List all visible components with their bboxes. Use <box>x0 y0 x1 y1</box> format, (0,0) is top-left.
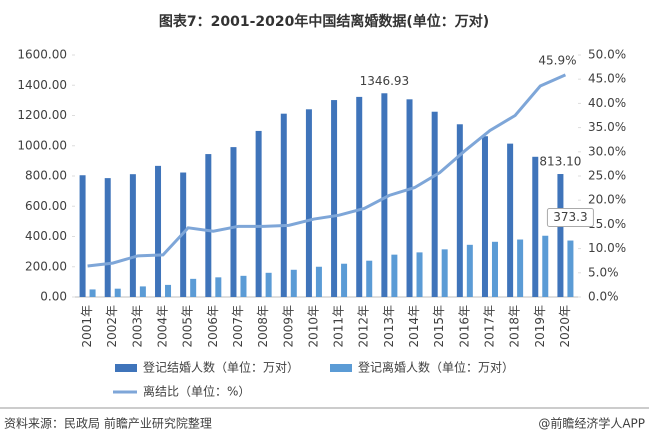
y-tick-label: 1200.00 <box>17 108 67 122</box>
y2-tick-label: 45.0% <box>588 72 626 86</box>
x-tick-label: 2004年 <box>156 305 170 348</box>
bar <box>265 272 272 297</box>
data-label: 45.9% <box>538 53 576 67</box>
bar <box>557 174 564 297</box>
x-tick-label: 2013年 <box>382 305 396 348</box>
y2-tick-label: 35.0% <box>588 120 626 134</box>
bar <box>190 278 197 297</box>
y2-tick-label: 0.0% <box>588 290 619 304</box>
x-tick-label: 2019年 <box>533 305 547 348</box>
bar <box>139 286 146 297</box>
credit: @前瞻经济学人APP <box>538 416 645 431</box>
data-label: 373.3 <box>553 210 587 224</box>
legend-swatch <box>115 364 137 372</box>
bar <box>315 266 322 297</box>
y2-tick-label: 25.0% <box>588 169 626 183</box>
bar <box>532 156 539 297</box>
legend-label: 登记结婚人数（单位：万对） <box>143 360 299 375</box>
x-tick-label: 2015年 <box>432 305 446 348</box>
x-tick-label: 2008年 <box>256 305 270 348</box>
bar <box>341 263 348 297</box>
bar <box>381 93 388 297</box>
bar <box>567 240 574 297</box>
bar <box>517 239 524 297</box>
bar <box>466 244 473 297</box>
chart-title: 图表7：2001-2020年中国结离婚数据(单位：万对) <box>159 13 489 30</box>
x-tick-label: 2002年 <box>105 305 119 348</box>
legend-label: 登记离婚人数（单位：万对） <box>358 360 514 375</box>
y2-tick-label: 10.0% <box>588 241 626 255</box>
y-tick-label: 200.00 <box>25 259 67 273</box>
y2-tick-label: 5.0% <box>588 265 619 279</box>
y-tick-label: 1000.00 <box>17 138 67 152</box>
x-tick-label: 2016年 <box>457 305 471 348</box>
x-tick-label: 2003年 <box>130 305 144 348</box>
bar <box>230 147 237 297</box>
bar <box>129 174 136 297</box>
bar <box>331 100 338 297</box>
bar <box>114 288 121 297</box>
y-tick-label: 800.00 <box>25 169 67 183</box>
y2-tick-label: 15.0% <box>588 217 626 231</box>
x-tick-label: 2020年 <box>558 305 572 348</box>
bar <box>305 109 312 297</box>
bar <box>542 235 549 297</box>
bar <box>89 289 96 297</box>
bar <box>481 136 488 297</box>
x-tick-label: 2010年 <box>306 305 320 348</box>
bar <box>290 269 297 297</box>
bar <box>431 111 438 297</box>
x-tick-label: 2012年 <box>357 305 371 348</box>
y2-tick-label: 40.0% <box>588 96 626 110</box>
bar <box>456 124 463 298</box>
y2-tick-label: 50.0% <box>588 48 626 62</box>
y2-tick-label: 30.0% <box>588 144 626 158</box>
bar <box>441 249 448 297</box>
bar <box>491 241 498 297</box>
data-label: 1346.93 <box>360 74 410 88</box>
bar <box>366 260 373 297</box>
x-tick-label: 2006年 <box>206 305 220 348</box>
y-tick-label: 0.00 <box>40 290 67 304</box>
bar <box>507 143 514 297</box>
y-tick-label: 1600.00 <box>17 48 67 62</box>
data-label: 813.10 <box>539 155 581 169</box>
bar <box>79 175 86 297</box>
x-tick-label: 2017年 <box>482 305 496 348</box>
bar <box>255 130 262 297</box>
bar <box>416 252 423 297</box>
bar <box>104 178 111 297</box>
source: 资料来源：民政局 前瞻产业研究院整理 <box>4 416 212 431</box>
x-tick-label: 2001年 <box>80 305 94 348</box>
y-tick-label: 400.00 <box>25 229 67 243</box>
bar <box>165 284 172 297</box>
x-tick-label: 2014年 <box>407 305 421 348</box>
legend-label: 离结比（单位：%） <box>143 384 250 399</box>
x-tick-label: 2011年 <box>332 305 346 348</box>
line <box>87 73 567 268</box>
bar <box>406 99 413 297</box>
bar <box>240 275 247 297</box>
bar <box>356 96 363 298</box>
x-tick-label: 2005年 <box>181 305 195 348</box>
x-tick-label: 2018年 <box>508 305 522 348</box>
bar <box>215 277 222 297</box>
y2-tick-label: 20.0% <box>588 193 626 207</box>
label-box <box>546 208 594 228</box>
y-tick-label: 600.00 <box>25 199 67 213</box>
y-tick-label: 1400.00 <box>17 78 67 92</box>
x-tick-label: 2007年 <box>231 305 245 348</box>
bar <box>155 165 162 297</box>
bar <box>391 254 398 297</box>
bar <box>280 113 287 297</box>
bar <box>205 154 212 297</box>
x-tick-label: 2009年 <box>281 305 295 348</box>
legend-swatch <box>330 364 352 372</box>
